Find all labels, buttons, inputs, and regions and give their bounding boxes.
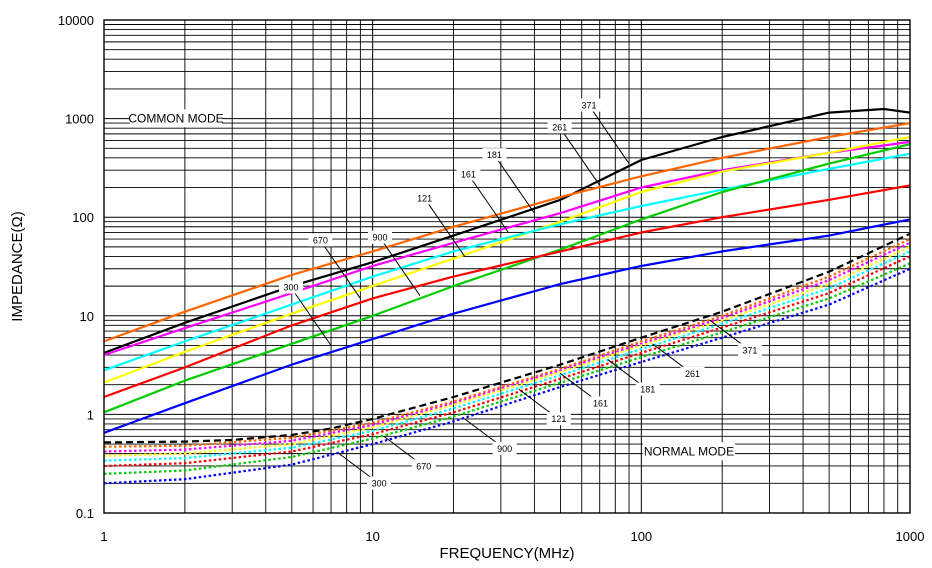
y-axis-title: IMPEDANCE(Ω) <box>9 211 26 321</box>
normal-mode-curve <box>103 255 911 468</box>
y-tick-label: 10000 <box>58 13 94 28</box>
y-tick-label: 100 <box>72 210 94 225</box>
annotation-label: 670 <box>416 461 431 471</box>
plot-area <box>103 19 911 514</box>
normal-mode-curve <box>103 241 911 453</box>
annotation-label: 371 <box>742 345 757 355</box>
x-tick-label: 100 <box>630 529 652 544</box>
normal-mode-label-box <box>642 442 736 461</box>
y-tick-label: 1000 <box>65 112 94 127</box>
annotation-label: 161 <box>593 398 608 408</box>
annotation-bg <box>482 148 507 162</box>
annotation-bg <box>547 120 572 134</box>
annotation-bg <box>588 396 613 410</box>
annotation-leader <box>494 154 535 214</box>
y-tick-labels: 0.1 1 10 100 1000 10000 <box>58 13 94 521</box>
annotation-label: 181 <box>487 150 502 160</box>
y-tick-label: 1 <box>87 407 94 422</box>
annotation-label: 300 <box>372 479 387 489</box>
annotation-bg <box>279 280 304 294</box>
grid-lines <box>103 20 910 514</box>
annotation-bg <box>577 98 602 112</box>
normal-mode-curve <box>103 232 911 444</box>
annotation-label: 161 <box>461 169 476 179</box>
common-mode-curve <box>103 135 911 384</box>
x-axis-title: FREQUENCY(MHz) <box>440 545 575 562</box>
annotation-leader <box>467 174 509 233</box>
annotation-bg <box>680 366 705 380</box>
y-tick-label: 0.1 <box>76 506 94 521</box>
annotation-label: 371 <box>582 101 597 111</box>
annotation-label: 300 <box>284 282 299 292</box>
annotation-leader <box>290 287 332 346</box>
annotation-leader <box>319 240 361 299</box>
normal-mode-curve <box>103 262 911 475</box>
annotation-label: 181 <box>640 385 655 395</box>
annotation-leader <box>424 198 466 257</box>
annotation-bg <box>308 233 333 247</box>
common-mode-curve <box>103 184 911 399</box>
annotation-label: 261 <box>685 369 700 379</box>
normal-mode-curve <box>103 245 911 457</box>
common-mode-curve <box>103 107 911 354</box>
normal-mode-curve <box>103 238 911 448</box>
annotation-leader <box>559 127 601 186</box>
annotation-label: 261 <box>552 122 567 132</box>
annotation-bg <box>456 167 481 181</box>
annotation-bg <box>411 459 436 473</box>
annotation-label: 900 <box>497 444 512 454</box>
curve-annotations: 371 261 181 161 121 900 670 300 371 261 181 161 121 9… <box>279 98 762 490</box>
mode-labels: COMMON MODE NORMAL MODE <box>128 109 736 461</box>
annotation-leader <box>379 237 421 296</box>
annotation-label: 900 <box>372 233 387 243</box>
common-mode-curve <box>103 122 911 343</box>
annotation-bg <box>367 230 392 244</box>
annotation-bg <box>412 191 437 205</box>
annotation-bg <box>546 412 571 426</box>
normal-mode-curve <box>103 267 911 485</box>
annotation-label: 121 <box>417 193 432 203</box>
common-mode-label-box <box>129 109 223 128</box>
common-mode-curve <box>103 152 911 372</box>
common-mode-label: COMMON MODE <box>128 111 223 125</box>
y-tick-label: 10 <box>80 309 94 324</box>
series-lines <box>103 107 911 485</box>
x-tick-label: 10 <box>365 529 379 544</box>
annotation-leader <box>588 105 630 164</box>
normal-mode-label: NORMAL MODE <box>644 444 734 458</box>
x-tick-label: 1000 <box>896 529 925 544</box>
x-tick-label: 1 <box>100 529 107 544</box>
common-mode-curve <box>103 143 911 414</box>
annotation-bg <box>492 441 517 455</box>
annotation-bg <box>737 343 762 357</box>
annotation-bg <box>635 382 660 396</box>
annotation-label: 670 <box>313 235 328 245</box>
x-tick-labels: 1 10 100 1000 <box>100 529 924 544</box>
common-mode-curve <box>103 218 911 434</box>
annotation-bg <box>367 476 392 490</box>
annotation-label: 121 <box>551 414 566 424</box>
normal-mode-curve <box>103 250 911 462</box>
